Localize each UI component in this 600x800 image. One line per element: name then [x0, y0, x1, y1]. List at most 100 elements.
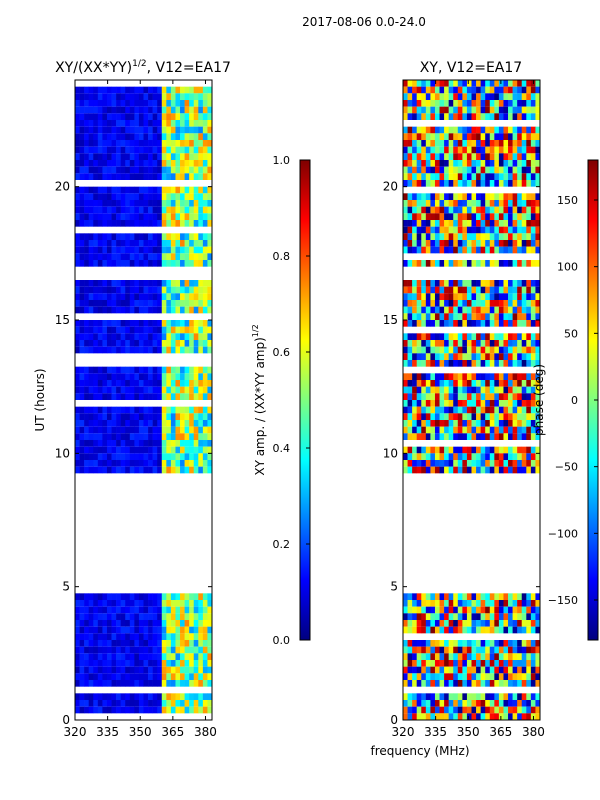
amp-cell — [125, 320, 131, 327]
phase-cell — [512, 453, 518, 460]
amp-cell — [106, 633, 112, 640]
phase-ytick-label: 10 — [383, 446, 398, 460]
amp-cell — [180, 433, 185, 440]
phase-cell — [403, 360, 408, 367]
phase-cell — [444, 133, 449, 140]
phase-cell — [517, 300, 523, 307]
phase-cell — [407, 346, 413, 354]
amp-cell — [116, 406, 121, 414]
phase-cell — [480, 453, 486, 460]
amp-cell — [129, 706, 135, 714]
amp-cell — [207, 426, 213, 434]
phase-cell — [503, 446, 509, 454]
phase-cell — [457, 340, 463, 347]
amp-cell — [198, 86, 204, 94]
phase-cell — [434, 320, 440, 327]
amp-cell — [175, 653, 181, 660]
phase-cell — [448, 653, 454, 660]
amp-cell — [189, 373, 195, 380]
phase-cell — [403, 593, 408, 600]
amp-cell — [84, 466, 89, 474]
phase-cell — [462, 233, 468, 240]
phase-cell — [407, 240, 413, 247]
phase-cell — [439, 660, 445, 667]
amp-cell — [198, 320, 204, 327]
amp-cell — [161, 406, 167, 414]
amp-cell — [180, 600, 185, 607]
amp-cell — [166, 260, 172, 267]
amp-cell — [170, 366, 176, 374]
phase-cell — [416, 80, 422, 87]
amp-cell — [120, 633, 126, 640]
amp-cell — [202, 220, 208, 227]
amp-cell — [170, 386, 176, 394]
amp-cell — [138, 113, 144, 120]
amp-cell — [125, 213, 131, 220]
amp-cell — [161, 433, 167, 440]
amp-cell — [170, 120, 176, 127]
phase-cell — [430, 140, 436, 147]
amp-cell — [207, 166, 213, 174]
amp-cell — [198, 673, 204, 680]
amp-cell — [111, 306, 117, 314]
amp-cell — [93, 240, 99, 247]
amp-cell — [88, 693, 94, 700]
phase-cell — [412, 593, 417, 600]
amp-cell — [170, 620, 176, 627]
phase-cell — [444, 626, 449, 634]
amp-cell — [111, 393, 117, 400]
phase-cell — [494, 320, 500, 327]
amp-cell — [148, 133, 153, 140]
phase-cell — [453, 653, 459, 660]
amp-cell — [157, 386, 163, 394]
amp-cell — [143, 646, 149, 654]
phase-cell — [434, 353, 440, 360]
amp-cell — [138, 280, 144, 287]
phase-cell — [448, 400, 454, 407]
amp-cell — [129, 246, 135, 254]
phase-cell — [508, 640, 513, 647]
phase-cell — [512, 160, 518, 167]
phase-cell — [430, 433, 436, 440]
amp-cell — [198, 120, 204, 127]
phase-cell — [535, 466, 541, 474]
phase-cell — [471, 173, 477, 180]
phase-cell — [462, 346, 468, 354]
phase-cell — [466, 466, 472, 474]
phase-cell — [466, 460, 472, 467]
phase-cell — [416, 460, 422, 467]
phase-cell — [466, 100, 472, 107]
amp-cell — [134, 306, 140, 314]
amp-cell — [93, 406, 99, 414]
amp-cell — [93, 93, 99, 100]
amp-cell — [143, 320, 149, 327]
amp-cell — [111, 106, 117, 114]
phase-cell — [530, 206, 536, 214]
phase-cell — [508, 93, 513, 100]
phase-cell — [476, 333, 481, 340]
phase-cell — [535, 386, 541, 394]
amp-cell — [207, 320, 213, 327]
phase-cell — [485, 706, 491, 714]
amp-cell — [93, 126, 99, 134]
amp-cell — [161, 213, 167, 220]
amp-cell — [97, 86, 103, 94]
phase-cell — [430, 360, 436, 367]
amp-cell — [125, 346, 131, 354]
amp-cell — [111, 93, 117, 100]
phase-cell — [457, 246, 463, 254]
phase-cell — [480, 200, 486, 207]
phase-cell — [421, 166, 427, 174]
phase-cell — [480, 160, 486, 167]
amp-cb-tick-label: 0.6 — [273, 346, 291, 359]
amp-cell — [93, 466, 99, 474]
amp-cell — [120, 286, 126, 294]
amp-cell — [175, 293, 181, 300]
amp-cell — [111, 646, 117, 654]
phase-cell — [508, 353, 513, 360]
amp-cell — [102, 333, 108, 340]
amp-cell — [207, 300, 213, 307]
amp-cell — [102, 340, 108, 347]
phase-cell — [476, 673, 481, 680]
amp-cell — [111, 186, 117, 194]
